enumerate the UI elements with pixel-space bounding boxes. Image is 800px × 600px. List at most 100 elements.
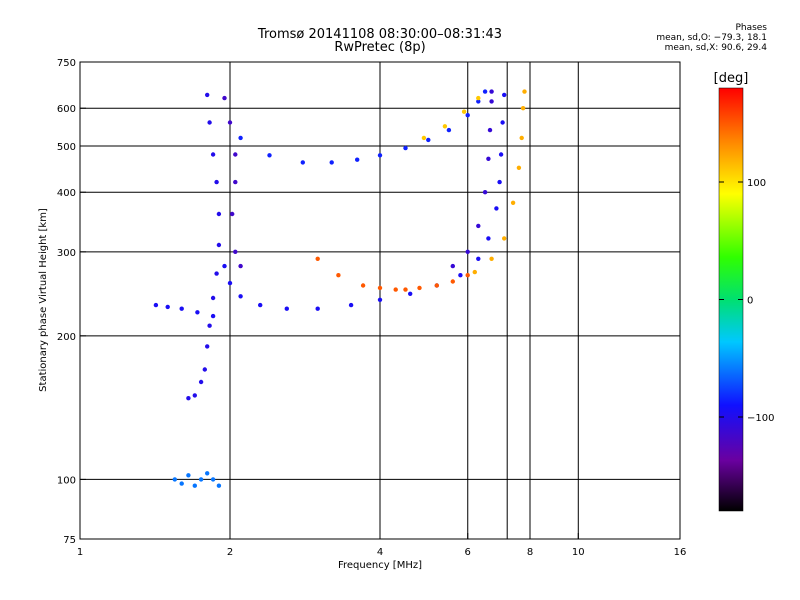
echo-point [216,211,222,217]
echo-point [393,287,398,292]
echo-point [258,302,263,308]
echo-point [360,283,366,288]
echo-point [227,280,233,286]
colorbar-label: [deg] [714,71,749,86]
echo-point [377,285,383,291]
colorbar-tick-label: 0 [747,296,753,307]
echo-point [233,152,238,157]
x-tick-label: 16 [674,547,687,558]
echo-point [210,477,216,482]
x-tick-label: 8 [527,547,533,558]
echo-point [355,157,360,162]
echo-point [489,99,494,104]
echo-point [482,190,488,195]
y-tick-label: 75 [63,535,76,546]
y-axis-label: Stationary phase Virtual Height [km] [38,208,49,392]
echo-point [465,273,470,278]
echo-point [222,263,227,269]
echo-point [486,156,491,161]
echo-point [476,95,481,101]
echo-point [516,165,522,170]
echo-point [348,302,354,308]
echo-point [198,477,204,482]
echo-point [522,89,527,94]
x-axis-label: Frequency [MHz] [338,560,422,571]
echo-point [192,483,197,488]
y-tick-label: 500 [57,142,76,153]
echo-point [408,291,413,296]
echo-point [461,109,467,114]
echo-point [153,302,159,308]
y-tick-label: 100 [57,475,76,486]
echo-point [482,89,488,94]
echo-point [238,135,243,141]
chart-subtitle: RwPretec (8p) [334,40,426,55]
echo-point [458,273,463,278]
echo-point [519,135,524,141]
echo-point [186,473,191,478]
echo-point [210,295,216,301]
echo-point [500,120,505,125]
echo-point [284,306,289,311]
echo-point [502,236,507,241]
echo-point [476,223,481,229]
echo-point [179,481,184,486]
echo-point [510,200,516,205]
echo-point [207,323,212,328]
x-tick-label: 2 [227,547,233,558]
colorbar-tick-label: 100 [747,178,766,189]
echo-point [465,249,470,254]
echo-point [210,152,216,157]
echo-point [205,471,210,476]
echo-point [403,287,408,292]
echo-point [230,211,235,217]
echo-point [192,393,197,398]
echo-point [417,285,422,291]
echo-point [233,179,238,185]
phases-o-line: mean, sd,O: −79.3, 18.1 [656,33,767,43]
echo-point [267,153,272,158]
echo-point [315,256,320,261]
echo-point [403,145,408,151]
echo-point [489,256,494,261]
colorbar-tick-label: −100 [747,413,774,424]
echo-point [450,263,455,269]
echo-point [329,160,334,165]
x-tick-label: 10 [572,547,585,558]
echo-point [210,313,216,319]
echo-point [172,477,177,482]
y-tick-label: 750 [57,58,76,69]
echo-point [233,249,238,254]
chart-title: Tromsø 20141108 08:30:00–08:31:43 [257,27,503,42]
y-tick-label: 400 [57,188,76,199]
echo-point [205,344,210,349]
echo-point [315,306,320,311]
echo-point [497,179,502,185]
echo-point [377,297,383,302]
echo-point [165,304,170,310]
y-tick-label: 600 [57,104,76,115]
echo-point [207,120,212,125]
echo-point [186,396,191,401]
echo-point [421,135,427,141]
echo-point [205,92,210,98]
echo-point [202,367,207,372]
echo-point [486,236,491,241]
echo-point [222,95,227,101]
echo-point [377,153,383,158]
x-tick-label: 6 [465,547,471,558]
echo-point [487,127,493,133]
echo-point [214,271,219,276]
y-tick-label: 200 [57,332,76,343]
echo-point [198,379,204,385]
echo-point [476,256,481,261]
echo-point [300,160,305,165]
phases-x-line: mean, sd,X: 90.6, 29.4 [664,43,767,53]
echo-point [472,269,477,275]
x-tick-label: 4 [377,547,383,558]
echo-point [442,124,448,129]
echo-point [238,263,243,269]
echo-point [238,294,243,299]
echo-point [216,483,222,488]
